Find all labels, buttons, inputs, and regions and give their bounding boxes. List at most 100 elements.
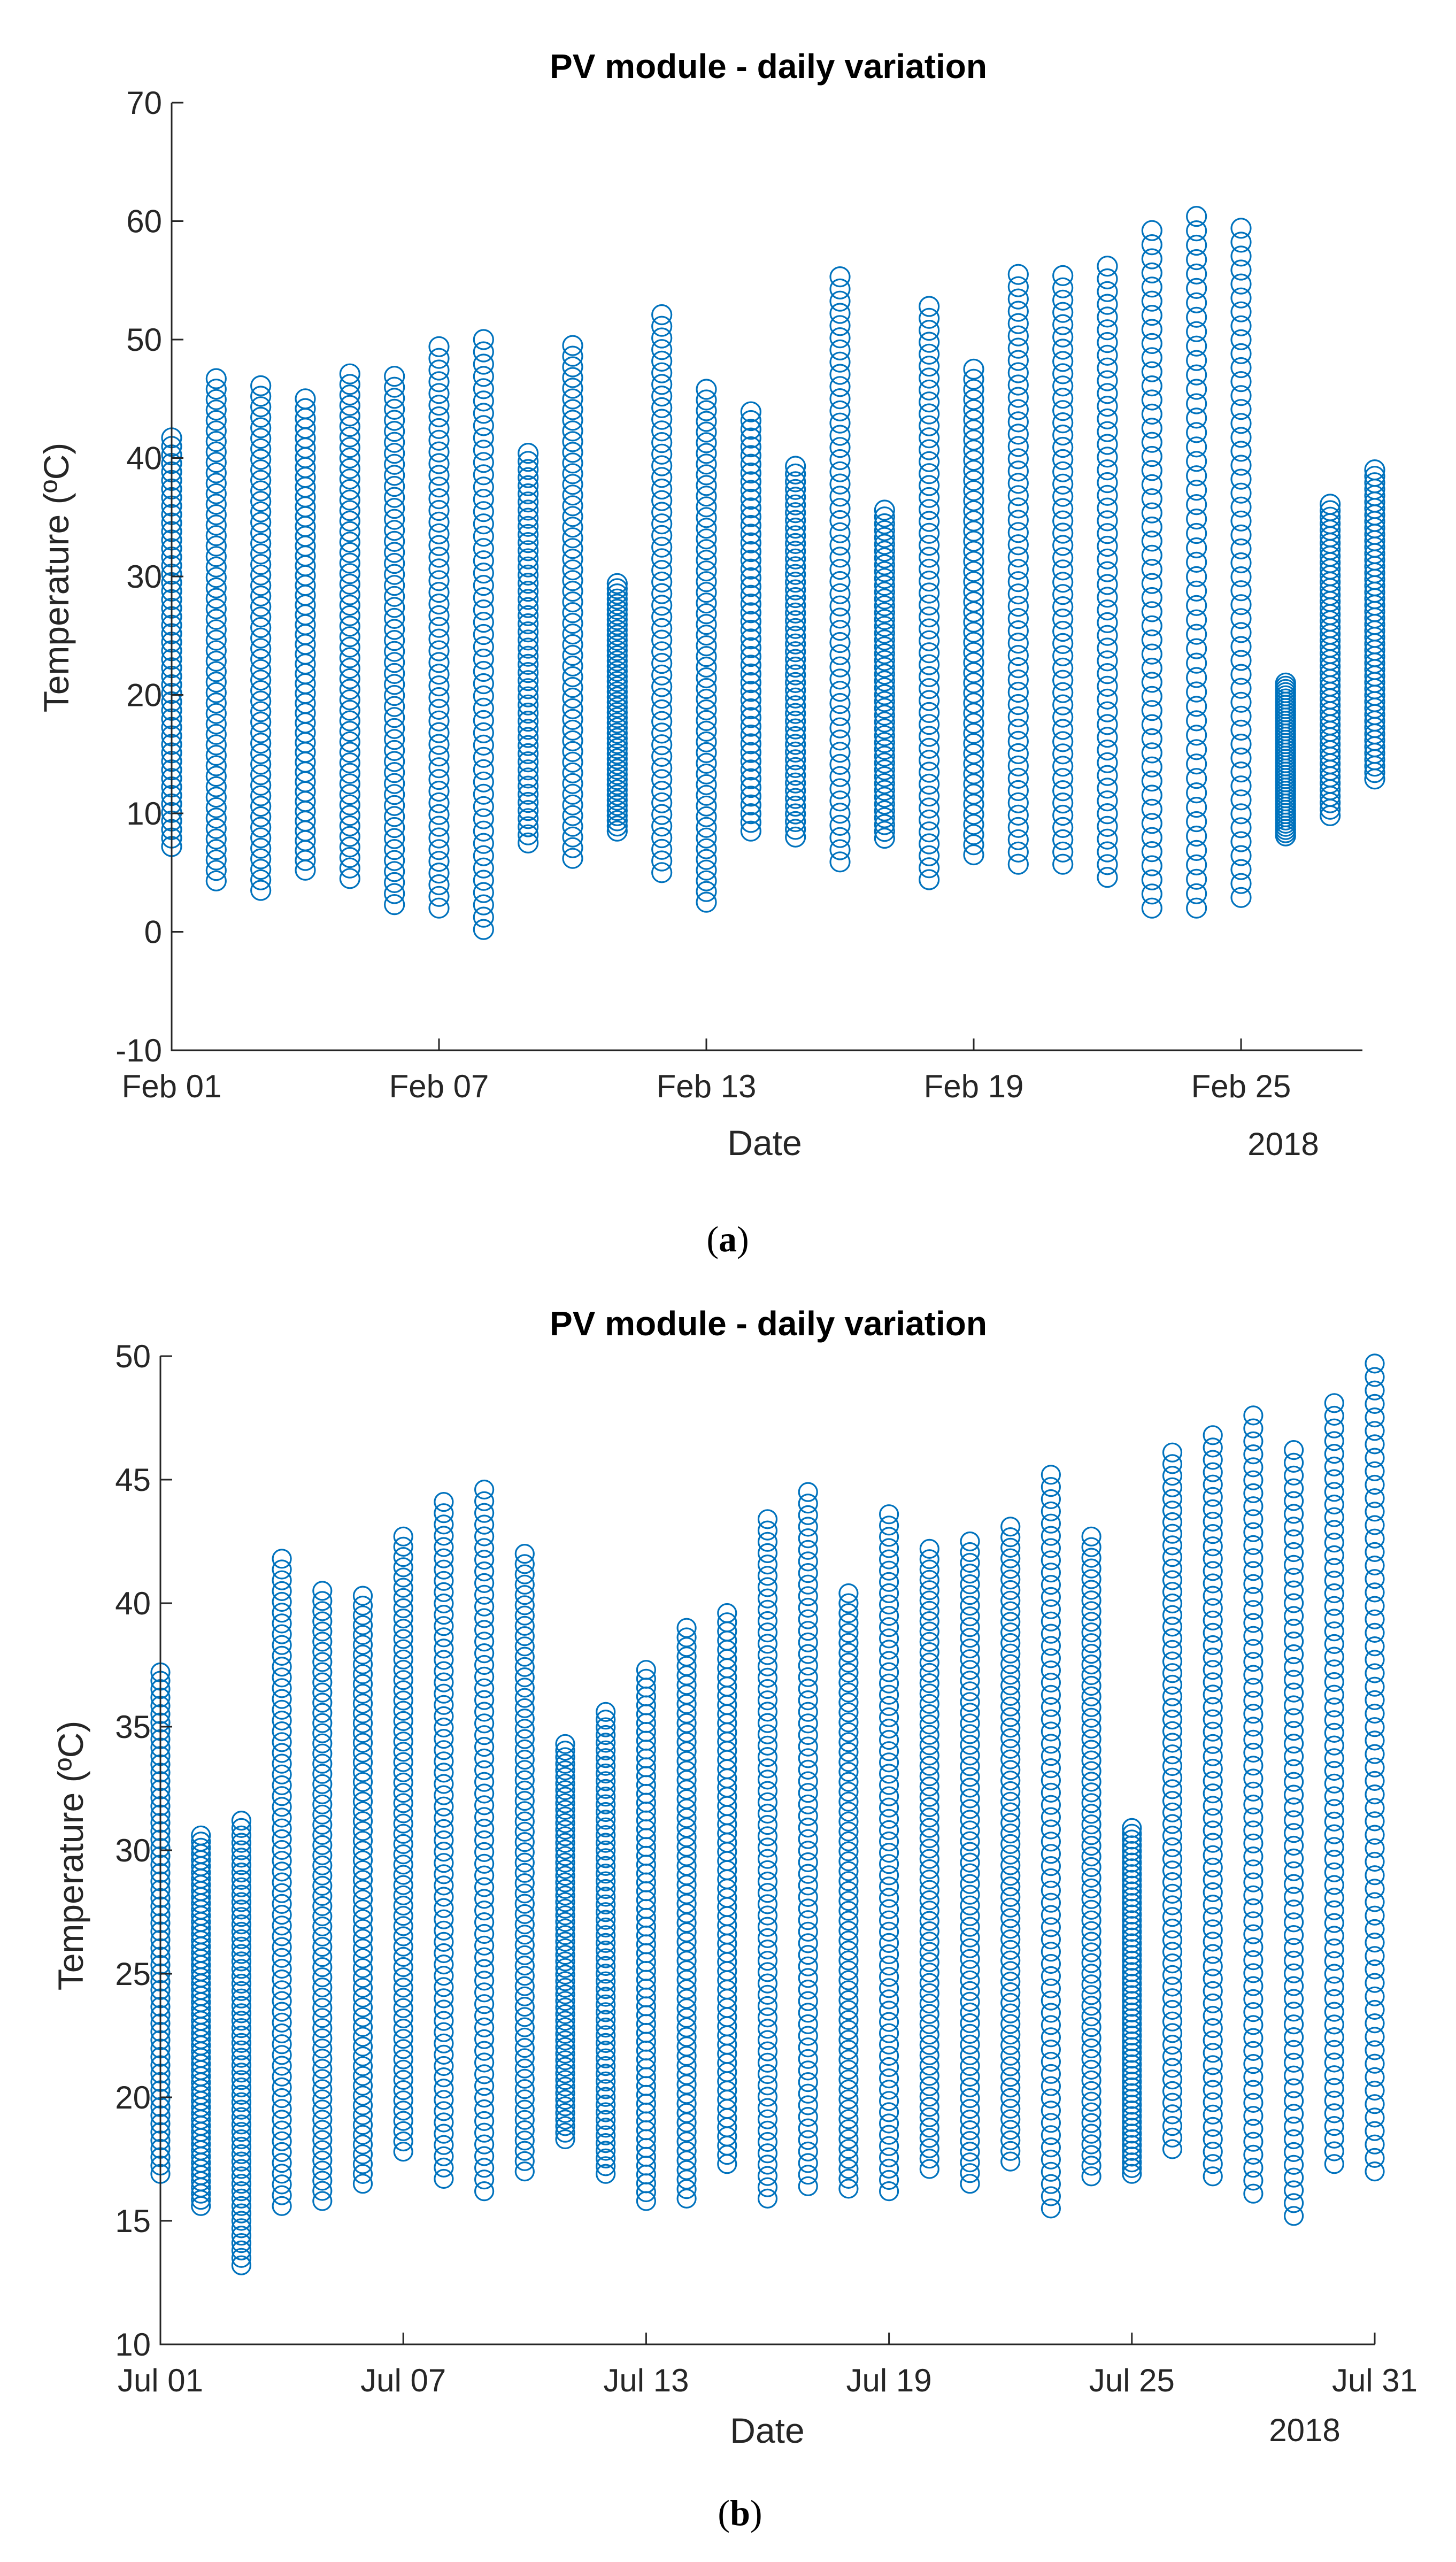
data-point [1122,2014,1142,2034]
data-point [514,1760,535,1780]
data-point [676,1647,697,1667]
data-point [919,1559,939,1580]
data-point [1230,357,1252,379]
data-point [838,1732,859,1752]
data-point [205,535,227,557]
day-column-b-26 [1162,1442,1183,2159]
data-point [963,520,984,542]
data-point [473,538,494,559]
data-point [1007,817,1029,838]
data-point [1122,2118,1142,2138]
data-point [231,2003,251,2024]
y-tick-label-a: 40 [126,441,162,476]
data-point [919,2076,939,2096]
data-point [339,595,360,616]
data-point [919,1942,939,1962]
data-point [596,2048,616,2068]
data-point [798,1783,818,1803]
data-point [874,787,895,808]
data-point [879,1504,899,1525]
data-point [1284,1759,1304,1779]
data-point [518,791,539,813]
data-point [514,1791,535,1811]
data-point [474,1901,495,1921]
data-point [231,2025,251,2046]
data-point [696,838,717,859]
data-point [205,787,227,808]
data-point [606,779,628,801]
data-point [798,1517,818,1537]
data-point [555,1892,575,1912]
data-point [1122,2025,1142,2046]
data-point [829,266,851,288]
data-point [963,834,984,856]
data-point [785,788,806,809]
data-point [696,411,717,432]
data-point [1203,1968,1223,1989]
data-point [312,1906,333,1927]
data-point [1243,2041,1264,2061]
data-point [1041,1905,1061,1925]
day-column-a-7 [428,336,450,919]
data-point [785,718,806,740]
data-point [829,547,851,568]
day-column-b-14 [676,1618,697,2209]
data-point [651,362,673,383]
data-point [562,783,583,805]
data-point [1324,2065,1344,2086]
data-point [919,2118,939,2138]
data-point [1041,1978,1061,1998]
data-point [757,2132,778,2152]
data-point [798,1644,818,1664]
data-point [393,1865,413,1885]
data-point [312,1926,333,1947]
data-point [514,2079,535,2099]
data-point [1162,2011,1183,2032]
data-point [231,1981,251,2001]
data-point [829,717,851,738]
data-point [879,1786,899,1806]
data-point [829,522,851,543]
data-point [393,2101,413,2121]
data-point [473,697,494,719]
data-point [757,1781,778,1801]
data-point [919,499,940,520]
data-point [518,524,539,545]
data-point [384,629,405,651]
data-point [919,2056,939,2076]
data-point [1141,615,1162,636]
data-point [1243,2183,1264,2204]
data-point [434,1650,454,1670]
data-point [384,564,405,585]
data-point [393,1690,413,1711]
data-point [740,768,761,789]
data-point [1365,1353,1385,1374]
data-point [434,1887,454,1907]
data-point [1186,249,1207,271]
data-point [919,1611,939,1632]
data-point [696,763,717,785]
day-column-b-5 [312,1581,333,2211]
data-point [1243,1859,1264,1880]
data-point [514,1914,535,1935]
data-point [555,1813,575,1833]
data-point [250,711,272,733]
data-point [696,635,717,657]
data-point [1041,1880,1061,1901]
data-point [514,2130,535,2151]
data-point [393,1793,413,1813]
data-point [474,2029,495,2049]
data-point [434,1503,454,1524]
data-point [474,2099,495,2120]
data-point [676,2017,697,2037]
data-point [651,722,673,744]
data-point [428,804,450,825]
data-point [1365,1784,1385,1805]
data-point [562,463,583,484]
data-point [606,609,628,630]
data-point [272,1807,292,1828]
data-point [1324,1634,1344,1654]
data-point [205,556,227,578]
data-point [740,759,761,781]
data-point [596,1917,616,1938]
